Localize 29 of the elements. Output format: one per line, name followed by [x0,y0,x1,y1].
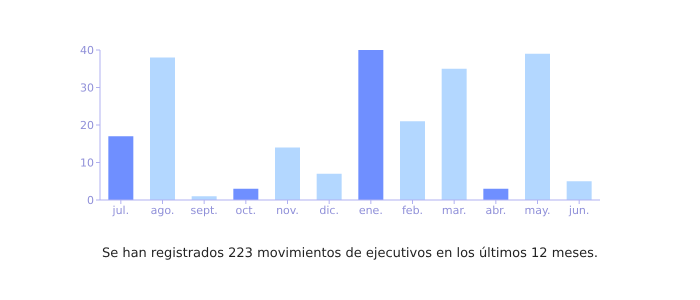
x-tick-label: ene. [358,204,383,217]
bar [566,181,592,200]
bar [275,148,300,200]
x-tick-label: abr. [485,204,506,217]
x-tick-label: nov. [276,204,299,217]
x-tick-label: ago. [150,204,174,217]
bar [525,54,550,200]
bar [233,188,258,200]
bar [483,188,508,200]
x-tick-label: jun. [568,204,590,217]
y-tick-label: 30 [80,81,94,94]
bar [316,174,342,200]
y-tick-label: 20 [80,118,94,132]
bar [442,68,467,200]
y-tick-label: 40 [80,44,94,57]
text: Se han registrados 223 movimientos de ejecutivos en los últimos 12 meses. [100,246,600,261]
x-tick-label: may. [524,204,550,217]
x-tick-label: sept. [190,204,218,217]
x-tick-label: dic. [319,204,339,217]
x-tick-label: feb. [402,204,424,217]
x-tick-label: oct. [236,204,256,217]
bar [358,50,384,200]
x-tick-label: jul. [112,204,130,217]
y-tick-label: 10 [80,156,94,170]
y-tick-label: 0 [87,194,94,207]
x-tick-label: mar. [442,204,466,217]
bar [150,58,175,200]
bar [108,136,134,200]
bar [400,121,425,200]
